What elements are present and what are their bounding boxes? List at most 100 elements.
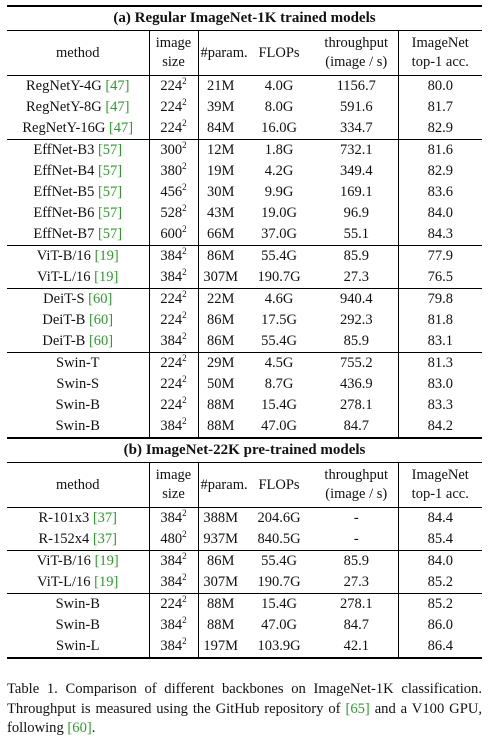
results-table-container: (a) Regular ImageNet-1K trained models me… xyxy=(7,5,483,659)
throughput-cell: 169.1 xyxy=(315,182,399,203)
throughput-cell: 85.9 xyxy=(315,245,399,267)
method-cell: DeiT-B [60] xyxy=(7,310,150,331)
throughput-cell: 755.2 xyxy=(315,352,399,374)
throughput-cell: 96.9 xyxy=(315,203,399,224)
image-size-value: 224 xyxy=(160,596,183,612)
flops-cell: 190.7G xyxy=(257,269,301,285)
column-header-row: method image size #param. FLOPs throughput (im… xyxy=(7,462,483,508)
throughput-cell: 85.9 xyxy=(315,550,399,572)
params-cell: 86M xyxy=(207,333,235,349)
method-cell: Swin-S xyxy=(7,374,150,395)
throughput-cell: 85.9 xyxy=(315,331,399,353)
image-size-cell: 2242 xyxy=(149,75,199,97)
size-exponent: 2 xyxy=(182,416,187,426)
accuracy-cell: 84.4 xyxy=(427,510,453,526)
caption-text-2: and a V100 GPU, following xyxy=(7,700,483,737)
header-throughput-line1: throughput xyxy=(324,35,389,51)
flops-cell: 204.6G xyxy=(257,510,301,526)
throughput-cell: - xyxy=(315,529,399,551)
params-cell: 50M xyxy=(207,376,235,392)
method-name: R-152x4 xyxy=(38,531,90,547)
citation-link[interactable]: [19] xyxy=(94,553,119,569)
caption-citation-link[interactable]: [65] xyxy=(345,700,370,717)
method-name: RegNetY-4G xyxy=(25,78,102,94)
image-size-cell: 3802 xyxy=(149,161,199,182)
citation-link[interactable]: [47] xyxy=(105,78,130,94)
params-cell: 30M xyxy=(207,184,235,200)
flops-cell: 15.4G xyxy=(243,593,315,615)
citation-link[interactable]: [60] xyxy=(88,312,114,328)
method-name: R-101x3 xyxy=(38,510,90,526)
method-name: Swin-B xyxy=(55,397,100,413)
image-size-value: 224 xyxy=(160,78,183,94)
citation-link[interactable]: [60] xyxy=(88,291,113,307)
table-row: Swin-B 2242 88M 15.4G 278.1 83.3 xyxy=(7,395,482,416)
params-cell: 29M xyxy=(198,352,243,374)
header-image-size: image size xyxy=(149,462,199,508)
table-row: EffNet-B3 [57] 3002 12M 1.8G 732.1 81.6 xyxy=(7,139,483,161)
table-row: ViT-B/16 [19] 3842 86M 55.4G 85.9 77.9 xyxy=(7,245,483,267)
image-size-value: 600 xyxy=(160,226,183,242)
header-top1-accuracy: ImageNet top-1 acc. xyxy=(398,30,483,76)
flops-cell: 4.2G xyxy=(264,163,294,179)
header-top1-accuracy: ImageNet top-1 acc. xyxy=(398,462,483,508)
citation-link[interactable]: [47] xyxy=(105,99,130,115)
citation-link[interactable]: [37] xyxy=(92,531,118,547)
citation-link[interactable]: [57] xyxy=(97,226,123,242)
throughput-cell: 732.1 xyxy=(315,139,399,161)
method-name: RegNetY-8G xyxy=(25,99,102,115)
citation-link[interactable]: [60] xyxy=(88,333,114,349)
header-flops: FLOPs xyxy=(243,30,315,76)
flops-cell: 8.0G xyxy=(264,99,294,115)
citation-link[interactable]: [57] xyxy=(97,163,123,179)
method-cell: DeiT-S [60] xyxy=(7,288,150,310)
citation-link[interactable]: [57] xyxy=(97,205,123,221)
flops-cell: 190.7G xyxy=(257,574,301,590)
citation-link[interactable]: [19] xyxy=(94,248,119,264)
accuracy-cell: 82.9 xyxy=(427,163,453,179)
table-row: Swin-B 3842 88M 47.0G 84.7 86.0 xyxy=(7,615,482,636)
accuracy-cell: 83.6 xyxy=(427,184,453,200)
citation-link[interactable]: [37] xyxy=(92,510,118,526)
method-name: Swin-B xyxy=(55,596,100,612)
params-cell: 86M xyxy=(198,245,243,267)
image-size-value: 224 xyxy=(160,355,183,371)
header-params: #param. xyxy=(198,30,248,76)
size-exponent: 2 xyxy=(182,76,187,86)
header-params: #param. xyxy=(198,462,248,508)
table-row: Swin-B 2242 88M 15.4G 278.1 85.2 xyxy=(7,593,483,615)
method-cell: Swin-B xyxy=(7,615,150,636)
size-exponent: 2 xyxy=(182,374,187,384)
citation-link[interactable]: [47] xyxy=(108,120,134,136)
method-cell: Swin-B xyxy=(7,416,150,438)
citation-link[interactable]: [19] xyxy=(94,574,119,590)
image-size-cell: 3842 xyxy=(149,572,199,594)
citation-link[interactable]: [19] xyxy=(94,269,119,285)
section-title: (b) ImageNet-22K pre-trained models xyxy=(7,437,483,463)
table-row: Swin-B 3842 88M 47.0G 84.7 84.2 xyxy=(7,416,482,438)
accuracy-cell: 86.0 xyxy=(427,617,453,633)
accuracy-cell: 81.6 xyxy=(398,139,483,161)
method-name: EffNet-B7 xyxy=(33,226,95,242)
throughput-cell: 278.1 xyxy=(315,593,399,615)
accuracy-cell: 85.2 xyxy=(398,593,483,615)
size-exponent: 2 xyxy=(182,529,187,539)
method-cell: ViT-B/16 [19] xyxy=(7,550,150,572)
image-size-cell: 2242 xyxy=(149,288,199,310)
method-cell: R-101x3 [37] xyxy=(7,507,150,529)
image-size-cell: 2242 xyxy=(149,395,199,416)
caption-citation-link[interactable]: [60] xyxy=(67,720,92,736)
citation-link[interactable]: [57] xyxy=(97,184,123,200)
image-size-value: 528 xyxy=(160,205,183,221)
image-size-cell: 6002 xyxy=(149,224,199,246)
method-name: EffNet-B6 xyxy=(33,205,95,221)
method-name: ViT-L/16 xyxy=(37,574,91,590)
header-accuracy-line2: top-1 acc. xyxy=(411,54,469,70)
image-size-cell: 3842 xyxy=(149,636,199,659)
header-throughput: throughput (image / s) xyxy=(315,462,399,508)
accuracy-cell: 81.8 xyxy=(427,312,453,328)
citation-link[interactable]: [57] xyxy=(97,142,123,158)
accuracy-cell: 84.2 xyxy=(427,418,453,434)
throughput-cell: - xyxy=(315,507,399,529)
flops-cell: 4.0G xyxy=(264,78,294,94)
